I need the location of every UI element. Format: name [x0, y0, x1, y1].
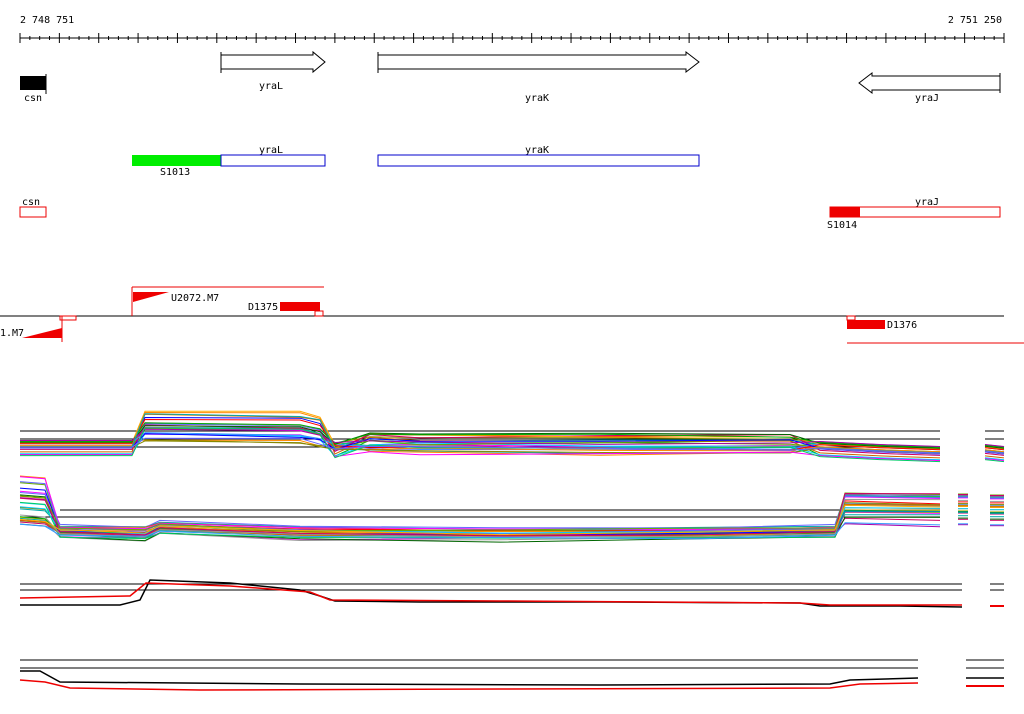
panel1-trace-tail	[984, 452, 1005, 456]
panel1-trace-tail	[984, 450, 1005, 454]
panel3-trace-red	[19, 582, 962, 606]
panel1-traces	[20, 410, 1005, 463]
panel1-trace-tail	[984, 459, 1005, 463]
feature-marker-d1376	[846, 315, 856, 321]
feature-bar-d1375[interactable]	[280, 302, 320, 311]
panel4-traces	[19, 670, 1004, 691]
transcript-label-csn: csn	[22, 197, 40, 208]
ruler-ticks	[19, 33, 1005, 43]
panel1-trace	[20, 437, 941, 454]
panel4-trace-black	[20, 670, 919, 686]
segment-label-S1014: S1014	[827, 220, 857, 231]
panel2-trace	[19, 504, 941, 536]
gene-arrow-yraL[interactable]	[220, 50, 326, 74]
gene-arrow-yraK[interactable]	[377, 50, 700, 74]
feature-wedge-left-m7[interactable]	[22, 328, 62, 338]
transcript-csn[interactable]	[19, 206, 47, 218]
coord-start-label: 2 748 751	[20, 15, 74, 26]
gene-arrow-yraJ[interactable]	[858, 71, 1001, 95]
gene-label-yraK: yraK	[525, 93, 549, 104]
segment-label-S1013: S1013	[160, 167, 190, 178]
transcript-track: yraL S1013 yraK	[132, 145, 700, 178]
panel1-trace	[20, 425, 941, 449]
transcript-yraJ[interactable]	[829, 206, 1001, 218]
expression-panel-1	[20, 410, 1005, 463]
gene-block-csn[interactable]	[20, 76, 46, 90]
panel1-trace-tail	[984, 458, 1005, 462]
feature-label-left-m7: 1.M7	[0, 328, 24, 339]
feature-label-d1375: D1375	[248, 302, 278, 313]
segment-S1014[interactable]	[830, 207, 860, 217]
coord-end-label: 2 751 250	[948, 15, 1002, 26]
feature-track: U2072.M7 D1375 1.M7 D1376	[0, 286, 1024, 344]
transcript-label-yraL: yraL	[259, 145, 283, 156]
gene-label-csn: csn	[24, 93, 42, 104]
red-transcript-track: csn yraJ S1014	[19, 197, 1001, 231]
feature-bar-d1376[interactable]	[847, 320, 885, 329]
panel1-trace	[20, 427, 941, 463]
expression-panel-4	[19, 659, 1004, 691]
panel1-trace-tail	[984, 444, 1005, 447]
panel1-trace	[20, 418, 941, 451]
panel1-trace-tail	[984, 447, 1005, 451]
feature-label-u2072: U2072.M7	[171, 293, 219, 304]
gene-label-yraL: yraL	[259, 81, 283, 92]
panel1-trace-tail	[984, 444, 1005, 448]
feature-label-d1376: D1376	[887, 320, 917, 331]
panel1-trace-tail	[984, 445, 1005, 449]
expression-panel-2	[19, 475, 1004, 543]
panel2-traces	[19, 475, 1004, 543]
transcript-label-yraJ: yraJ	[915, 197, 939, 208]
gene-track: csn yraL yraK yraJ	[20, 50, 1001, 104]
coordinate-ruler: 2 748 751 2 751 250	[19, 15, 1005, 43]
panel1-trace-tail	[984, 449, 1005, 453]
segment-S1013[interactable]	[132, 155, 221, 166]
feature-wedge-u2072[interactable]	[133, 292, 169, 302]
gene-label-yraJ: yraJ	[915, 93, 939, 104]
panel2-trace	[19, 492, 941, 537]
panel2-trace	[19, 522, 941, 540]
panel1-trace	[20, 423, 941, 455]
transcript-label-yraK: yraK	[525, 145, 549, 156]
transcript-yraK[interactable]	[377, 154, 700, 167]
expression-panel-3	[19, 579, 1004, 608]
panel1-trace-tail	[984, 457, 1005, 461]
feature-marker-left-m7	[59, 315, 77, 321]
feature-marker-d1375	[314, 310, 324, 317]
panel1-trace	[20, 422, 941, 448]
panel1-trace	[20, 428, 941, 447]
transcript-yraL[interactable]	[220, 154, 326, 167]
panel4-trace-red	[19, 679, 919, 691]
panel1-trace-tail	[984, 455, 1005, 459]
panel1-trace-tail	[984, 451, 1005, 455]
panel3-traces	[19, 579, 1004, 608]
